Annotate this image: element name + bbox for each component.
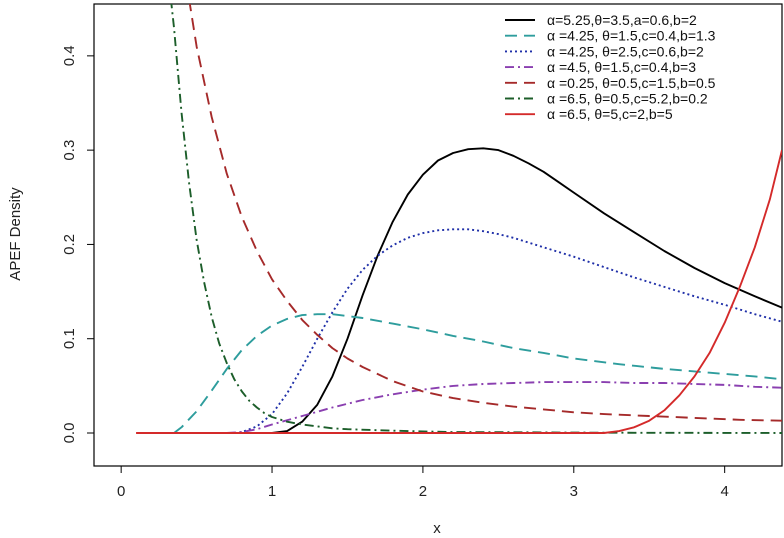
x-axis: 0 1 2 3 4 (117, 466, 729, 500)
y-tick-label: 0.4 (61, 45, 78, 66)
plot-frame (93, 3, 783, 467)
legend: α=5.25,θ=3.5,a=0.6,b=2α =4.25, θ=1.5,c=0… (505, 12, 716, 122)
legend-label: α =4.25, θ=2.5,c=0.6,b=2 (547, 43, 704, 59)
x-axis-title: x (433, 520, 441, 537)
legend-label: α =0.25, θ=0.5,c=1.5,b=0.5 (547, 75, 716, 91)
legend-label: α =4.5, θ=1.5,c=0.4,b=3 (547, 59, 696, 75)
x-tick-label: 2 (419, 483, 427, 500)
series-line (173, 313, 782, 434)
x-tick-label: 1 (268, 483, 276, 500)
series-layer (136, 4, 782, 434)
series-line (271, 147, 782, 434)
x-tick-label: 4 (720, 483, 728, 500)
series-line (234, 228, 782, 434)
legend-label: α =6.5, θ=0.5,c=5.2,b=0.2 (547, 91, 708, 107)
y-tick-label: 0.1 (61, 328, 78, 349)
legend-label: α =4.25, θ=1.5,c=0.4,b=1.3 (547, 28, 716, 44)
legend-label: α =6.5, θ=5,c=2,b=5 (547, 106, 673, 122)
legend-label: α=5.25,θ=3.5,a=0.6,b=2 (547, 12, 697, 28)
y-tick-label: 0.0 (61, 423, 78, 444)
series-line (226, 381, 782, 434)
x-tick-label: 3 (570, 483, 578, 500)
y-tick-label: 0.3 (61, 140, 78, 161)
series-line (136, 149, 782, 434)
series-line (188, 4, 782, 422)
x-tick-label: 0 (117, 483, 125, 500)
y-axis: 0.0 0.1 0.2 0.3 0.4 (61, 45, 94, 443)
y-tick-label: 0.2 (61, 234, 78, 255)
y-axis-title: APEF Density (7, 187, 24, 281)
